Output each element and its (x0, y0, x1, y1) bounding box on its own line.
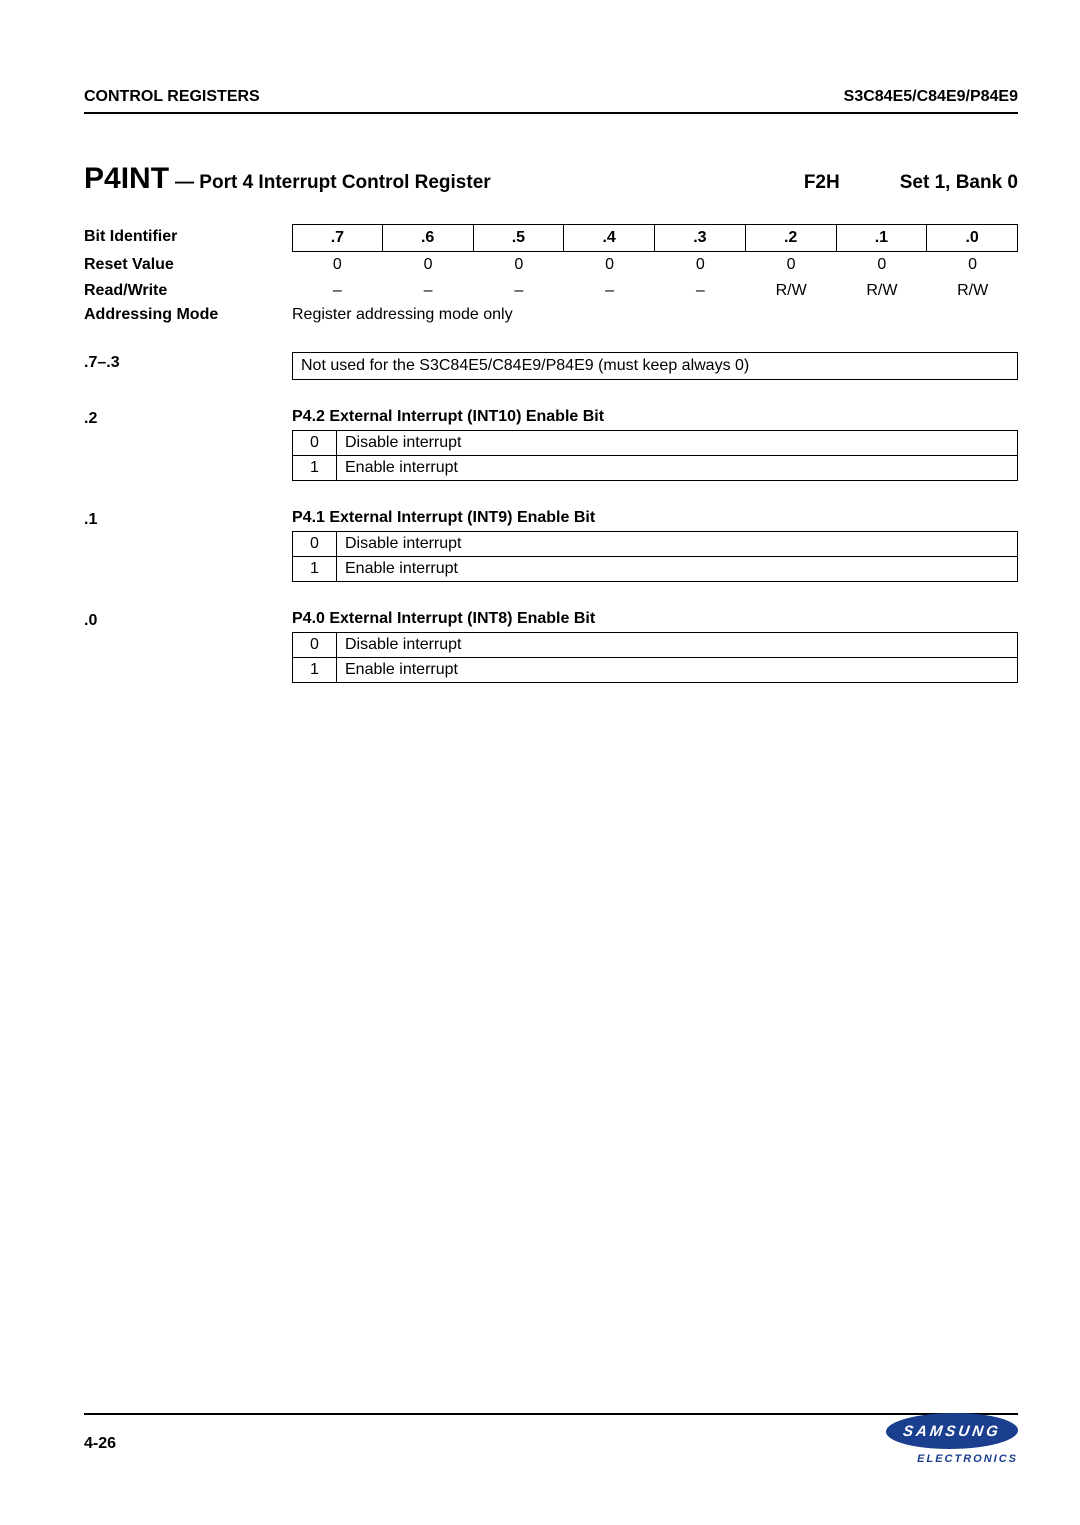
rw-4: – (564, 278, 655, 304)
sec-title-2: P4.2 External Interrupt (INT10) Enable B… (292, 408, 1018, 426)
reset-label: Reset Value (84, 252, 292, 278)
reset-1: 0 (837, 252, 928, 278)
table-row: 0 Disable interrupt (293, 532, 1018, 557)
bit-3: .3 (655, 224, 746, 252)
sec-title-0: P4.0 External Interrupt (INT8) Enable Bi… (292, 610, 1018, 628)
bit0-row0-val: 0 (293, 633, 337, 658)
register-address: F2H (804, 172, 840, 194)
bit1-row1-desc: Enable interrupt (337, 557, 1018, 582)
table-row: 1 Enable interrupt (293, 456, 1018, 481)
bit-5: .5 (474, 224, 565, 252)
addr-mode-value: Register addressing mode only (292, 306, 1018, 324)
bit2-row1-desc: Enable interrupt (337, 456, 1018, 481)
table-row: 0 Disable interrupt (293, 431, 1018, 456)
bit1-row0-val: 0 (293, 532, 337, 557)
samsung-logo-text: SAMSUNG (883, 1413, 1020, 1449)
bit-2: .2 (746, 224, 837, 252)
reset-2: 0 (746, 252, 837, 278)
rw-5: – (474, 278, 565, 304)
bit0-row0-desc: Disable interrupt (337, 633, 1018, 658)
bit-7: .7 (292, 224, 383, 252)
table-row: 0 Disable interrupt (293, 633, 1018, 658)
bit2-row1-val: 1 (293, 456, 337, 481)
bit-identifier-row: Bit Identifier .7 .6 .5 .4 .3 .2 .1 .0 (84, 224, 1018, 252)
register-desc: — Port 4 Interrupt Control Register (175, 172, 491, 194)
reset-value-row: Reset Value 0 0 0 0 0 0 0 0 (84, 252, 1018, 278)
reset-6: 0 (383, 252, 474, 278)
page-number: 4-26 (84, 1435, 116, 1453)
notused-text: Not used for the S3C84E5/C84E9/P84E9 (mu… (292, 352, 1018, 380)
register-bank: Set 1, Bank 0 (900, 172, 1018, 194)
reset-5: 0 (474, 252, 565, 278)
section-bits-7-3: .7–.3 Not used for the S3C84E5/C84E9/P84… (84, 352, 1018, 380)
bit-4: .4 (564, 224, 655, 252)
bit-1: .1 (837, 224, 928, 252)
addressing-mode-row: Addressing Mode Register addressing mode… (84, 306, 1018, 324)
section-bit-2: .2 P4.2 External Interrupt (INT10) Enabl… (84, 408, 1018, 481)
electronics-text: ELECTRONICS (886, 1453, 1018, 1465)
section-bit-1: .1 P4.1 External Interrupt (INT9) Enable… (84, 509, 1018, 582)
bit1-row1-val: 1 (293, 557, 337, 582)
register-title-row: P4INT — Port 4 Interrupt Control Registe… (84, 162, 1018, 196)
bit2-row0-val: 0 (293, 431, 337, 456)
reset-0: 0 (927, 252, 1018, 278)
bit1-row0-desc: Disable interrupt (337, 532, 1018, 557)
rw-6: – (383, 278, 474, 304)
section-bit-0: .0 P4.0 External Interrupt (INT8) Enable… (84, 610, 1018, 683)
header-right: S3C84E5/C84E9/P84E9 (844, 88, 1018, 106)
register-name: P4INT (84, 162, 169, 196)
rw-label: Read/Write (84, 278, 292, 304)
header-left: CONTROL REGISTERS (84, 88, 260, 106)
reset-4: 0 (564, 252, 655, 278)
read-write-row: Read/Write – – – – – R/W R/W R/W (84, 278, 1018, 304)
bit-0: .0 (927, 224, 1018, 252)
rw-7: – (292, 278, 383, 304)
bit0-row1-desc: Enable interrupt (337, 658, 1018, 683)
sec-label-7-3: .7–.3 (84, 352, 292, 380)
footer-rule (84, 1413, 1018, 1415)
page-header: CONTROL REGISTERS S3C84E5/C84E9/P84E9 (84, 88, 1018, 114)
rw-3: – (655, 278, 746, 304)
bit1-table: 0 Disable interrupt 1 Enable interrupt (292, 531, 1018, 582)
rw-0: R/W (927, 278, 1018, 304)
reset-7: 0 (292, 252, 383, 278)
rw-1: R/W (837, 278, 928, 304)
reset-3: 0 (655, 252, 746, 278)
bit2-table: 0 Disable interrupt 1 Enable interrupt (292, 430, 1018, 481)
sec-label-0: .0 (84, 610, 292, 683)
bit2-row0-desc: Disable interrupt (337, 431, 1018, 456)
bit-id-label: Bit Identifier (84, 224, 292, 252)
sec-label-1: .1 (84, 509, 292, 582)
rw-2: R/W (746, 278, 837, 304)
sec-title-1: P4.1 External Interrupt (INT9) Enable Bi… (292, 509, 1018, 527)
bit0-row1-val: 1 (293, 658, 337, 683)
bit0-table: 0 Disable interrupt 1 Enable interrupt (292, 632, 1018, 683)
table-row: 1 Enable interrupt (293, 658, 1018, 683)
sec-label-2: .2 (84, 408, 292, 481)
addr-mode-label: Addressing Mode (84, 306, 292, 324)
bit-6: .6 (383, 224, 474, 252)
brand-logo: SAMSUNG ELECTRONICS (886, 1413, 1018, 1465)
table-row: 1 Enable interrupt (293, 557, 1018, 582)
